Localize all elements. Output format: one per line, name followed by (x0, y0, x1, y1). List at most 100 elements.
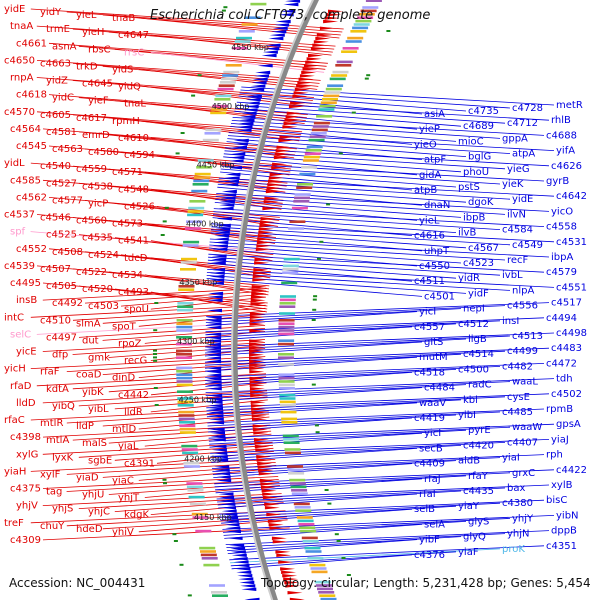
gene-label: dnaN (424, 200, 450, 211)
reverse-feature-mark (222, 512, 238, 517)
reverse-feature-mark (239, 580, 255, 585)
gene-label: c4502 (551, 389, 582, 400)
forward-feature-mark (283, 577, 299, 581)
gene-connector-line (204, 347, 550, 363)
reverse-feature-mark (211, 257, 227, 262)
gene-label: c4577 (52, 195, 83, 206)
gene-label: tnaA (10, 21, 33, 32)
genome-backbone (232, 0, 319, 600)
gene-label: c4585 (10, 175, 41, 186)
forward-feature-mark (249, 322, 265, 326)
forward-feature-mark (319, 26, 335, 30)
gene-label: sgbE (88, 455, 112, 466)
cog-feature-mark (278, 376, 295, 380)
tick-mark (164, 206, 169, 209)
tick-mark (317, 257, 321, 260)
gene-label: c4492 (52, 298, 83, 309)
gene-label: c4435 (463, 486, 494, 497)
gene-connector-line (114, 447, 274, 461)
gene-label: c4584 (502, 225, 533, 236)
reverse-feature-mark (285, 0, 301, 3)
cog-feature-mark (178, 417, 195, 421)
gene-label: bisC (546, 495, 567, 506)
gene-label: lldR (124, 407, 143, 418)
gene-connector-line (209, 244, 462, 264)
gene-label: c4735 (468, 106, 499, 117)
forward-feature-mark (249, 370, 265, 374)
reverse-feature-mark (206, 376, 222, 381)
cog-feature-mark (221, 77, 237, 81)
gene-label: ivbL (502, 270, 523, 281)
cog-feature-mark (304, 152, 321, 155)
gene-label: glyS (468, 516, 489, 527)
forward-feature-mark (313, 40, 329, 44)
gene-connector-line (208, 253, 545, 273)
reverse-feature-mark (236, 128, 252, 132)
cog-feature-mark (291, 492, 308, 495)
gene-label: yicO (551, 206, 573, 217)
cog-feature-mark (278, 380, 295, 383)
forward-feature-mark (264, 502, 280, 506)
gene-label: malS (82, 438, 107, 449)
gene-label: c4503 (88, 301, 119, 312)
cog-feature-mark (200, 553, 217, 557)
gene-connector-line (206, 275, 467, 294)
forward-feature-mark (315, 36, 331, 41)
gene-label: c4538 (82, 181, 113, 192)
forward-feature-mark (298, 77, 314, 81)
reverse-feature-mark (216, 478, 232, 483)
gene-label: c4546 (40, 213, 71, 224)
cog-feature-mark (197, 159, 214, 162)
gene-label: recG (124, 356, 147, 367)
reverse-feature-mark (237, 574, 253, 578)
cog-feature-mark (180, 261, 197, 264)
gene-connector-line (48, 42, 328, 64)
forward-feature-mark (249, 356, 264, 360)
gene-label: xylB (551, 480, 573, 491)
reverse-feature-mark (206, 332, 222, 336)
gene-label: c4556 (507, 301, 538, 312)
reverse-feature-mark (209, 427, 225, 432)
reverse-feature-mark (206, 339, 222, 343)
cog-feature-mark (310, 567, 327, 570)
gene-label: c4493 (118, 287, 149, 298)
cog-feature-mark (187, 210, 204, 213)
gene-connector-line (114, 499, 283, 512)
gene-label: grxC (512, 468, 535, 479)
gene-label: yidY (40, 7, 62, 18)
forward-feature-mark (252, 274, 268, 279)
forward-feature-mark (249, 366, 265, 370)
reverse-feature-mark (209, 274, 225, 279)
reverse-feature-mark (211, 444, 227, 449)
gene-label: c4549 (512, 240, 543, 251)
forward-feature-mark (278, 560, 294, 564)
gene-label: c4535 (82, 233, 113, 244)
forward-feature-mark (249, 349, 264, 353)
gene-connector-line (205, 381, 511, 396)
gene-label: c4422 (556, 465, 587, 476)
gene-label: c4309 (10, 535, 41, 546)
tick-mark (314, 424, 319, 427)
cog-feature-mark (191, 512, 208, 516)
gene-connector-line (240, 89, 511, 109)
reverse-feature-mark (207, 393, 223, 398)
gene-label: trkD (76, 61, 98, 72)
cog-feature-mark (365, 0, 382, 2)
forward-feature-mark (269, 172, 285, 177)
cog-feature-mark (218, 84, 235, 87)
gene-label: c4562 (16, 192, 47, 203)
tick-mark (312, 308, 317, 311)
forward-feature-mark (316, 33, 332, 37)
gene-connector-line (210, 232, 423, 252)
gene-label: c4512 (458, 319, 489, 330)
cog-feature-mark (176, 366, 193, 370)
cog-feature-mark (179, 427, 196, 431)
cog-feature-mark (342, 47, 359, 50)
gene-label: yiaC (112, 475, 134, 486)
gene-label: rpmB (546, 404, 573, 415)
gene-label: yidQ (118, 82, 141, 93)
gene-connector-line (150, 240, 273, 261)
cog-feature-mark (177, 397, 194, 400)
reverse-feature-mark (210, 431, 225, 435)
gene-label: selA (424, 519, 445, 530)
